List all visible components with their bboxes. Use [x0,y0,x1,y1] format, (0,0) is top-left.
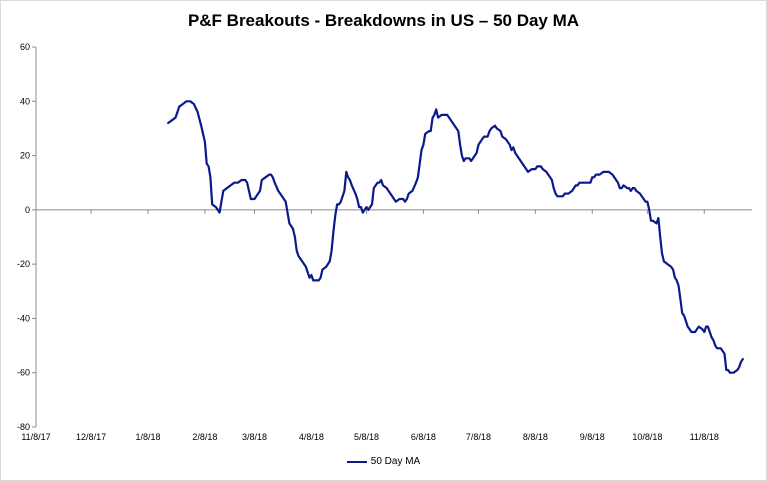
y-tick-label: -40 [17,313,30,323]
legend-swatch [346,460,367,463]
x-tick-label: 5/8/18 [354,432,379,442]
y-tick-label: 60 [20,42,30,52]
x-tick-label: 6/8/18 [411,432,436,442]
series-line-50-day-ma [167,100,744,374]
y-tick-label: 0 [25,205,30,215]
x-tick-label: 11/8/18 [690,432,719,442]
x-tick-label: 10/8/18 [632,432,662,442]
x-tick-label: 8/8/18 [523,432,548,442]
x-tick-label: 4/8/18 [299,432,324,442]
y-tick-label: 40 [20,96,30,106]
legend-label: 50 Day MA [370,456,421,467]
x-tick-label: 2/8/18 [192,432,217,442]
x-tick-label: 12/8/17 [76,432,106,442]
y-tick-label: -60 [17,368,30,378]
x-tick-label: 11/8/17 [21,432,50,442]
chart-title: P&F Breakouts - Breakdowns in US – 50 Da… [187,11,580,30]
legend: 50 Day MA [0,456,767,467]
x-tick-label: 1/8/18 [135,432,160,442]
x-tick-label: 9/8/18 [580,432,605,442]
y-tick-label: -80 [17,422,30,432]
x-tick-label: 7/8/18 [466,432,491,442]
x-tick-label: 3/8/18 [242,432,267,442]
y-tick-label: 20 [20,151,30,161]
y-tick-label: -20 [17,259,30,269]
